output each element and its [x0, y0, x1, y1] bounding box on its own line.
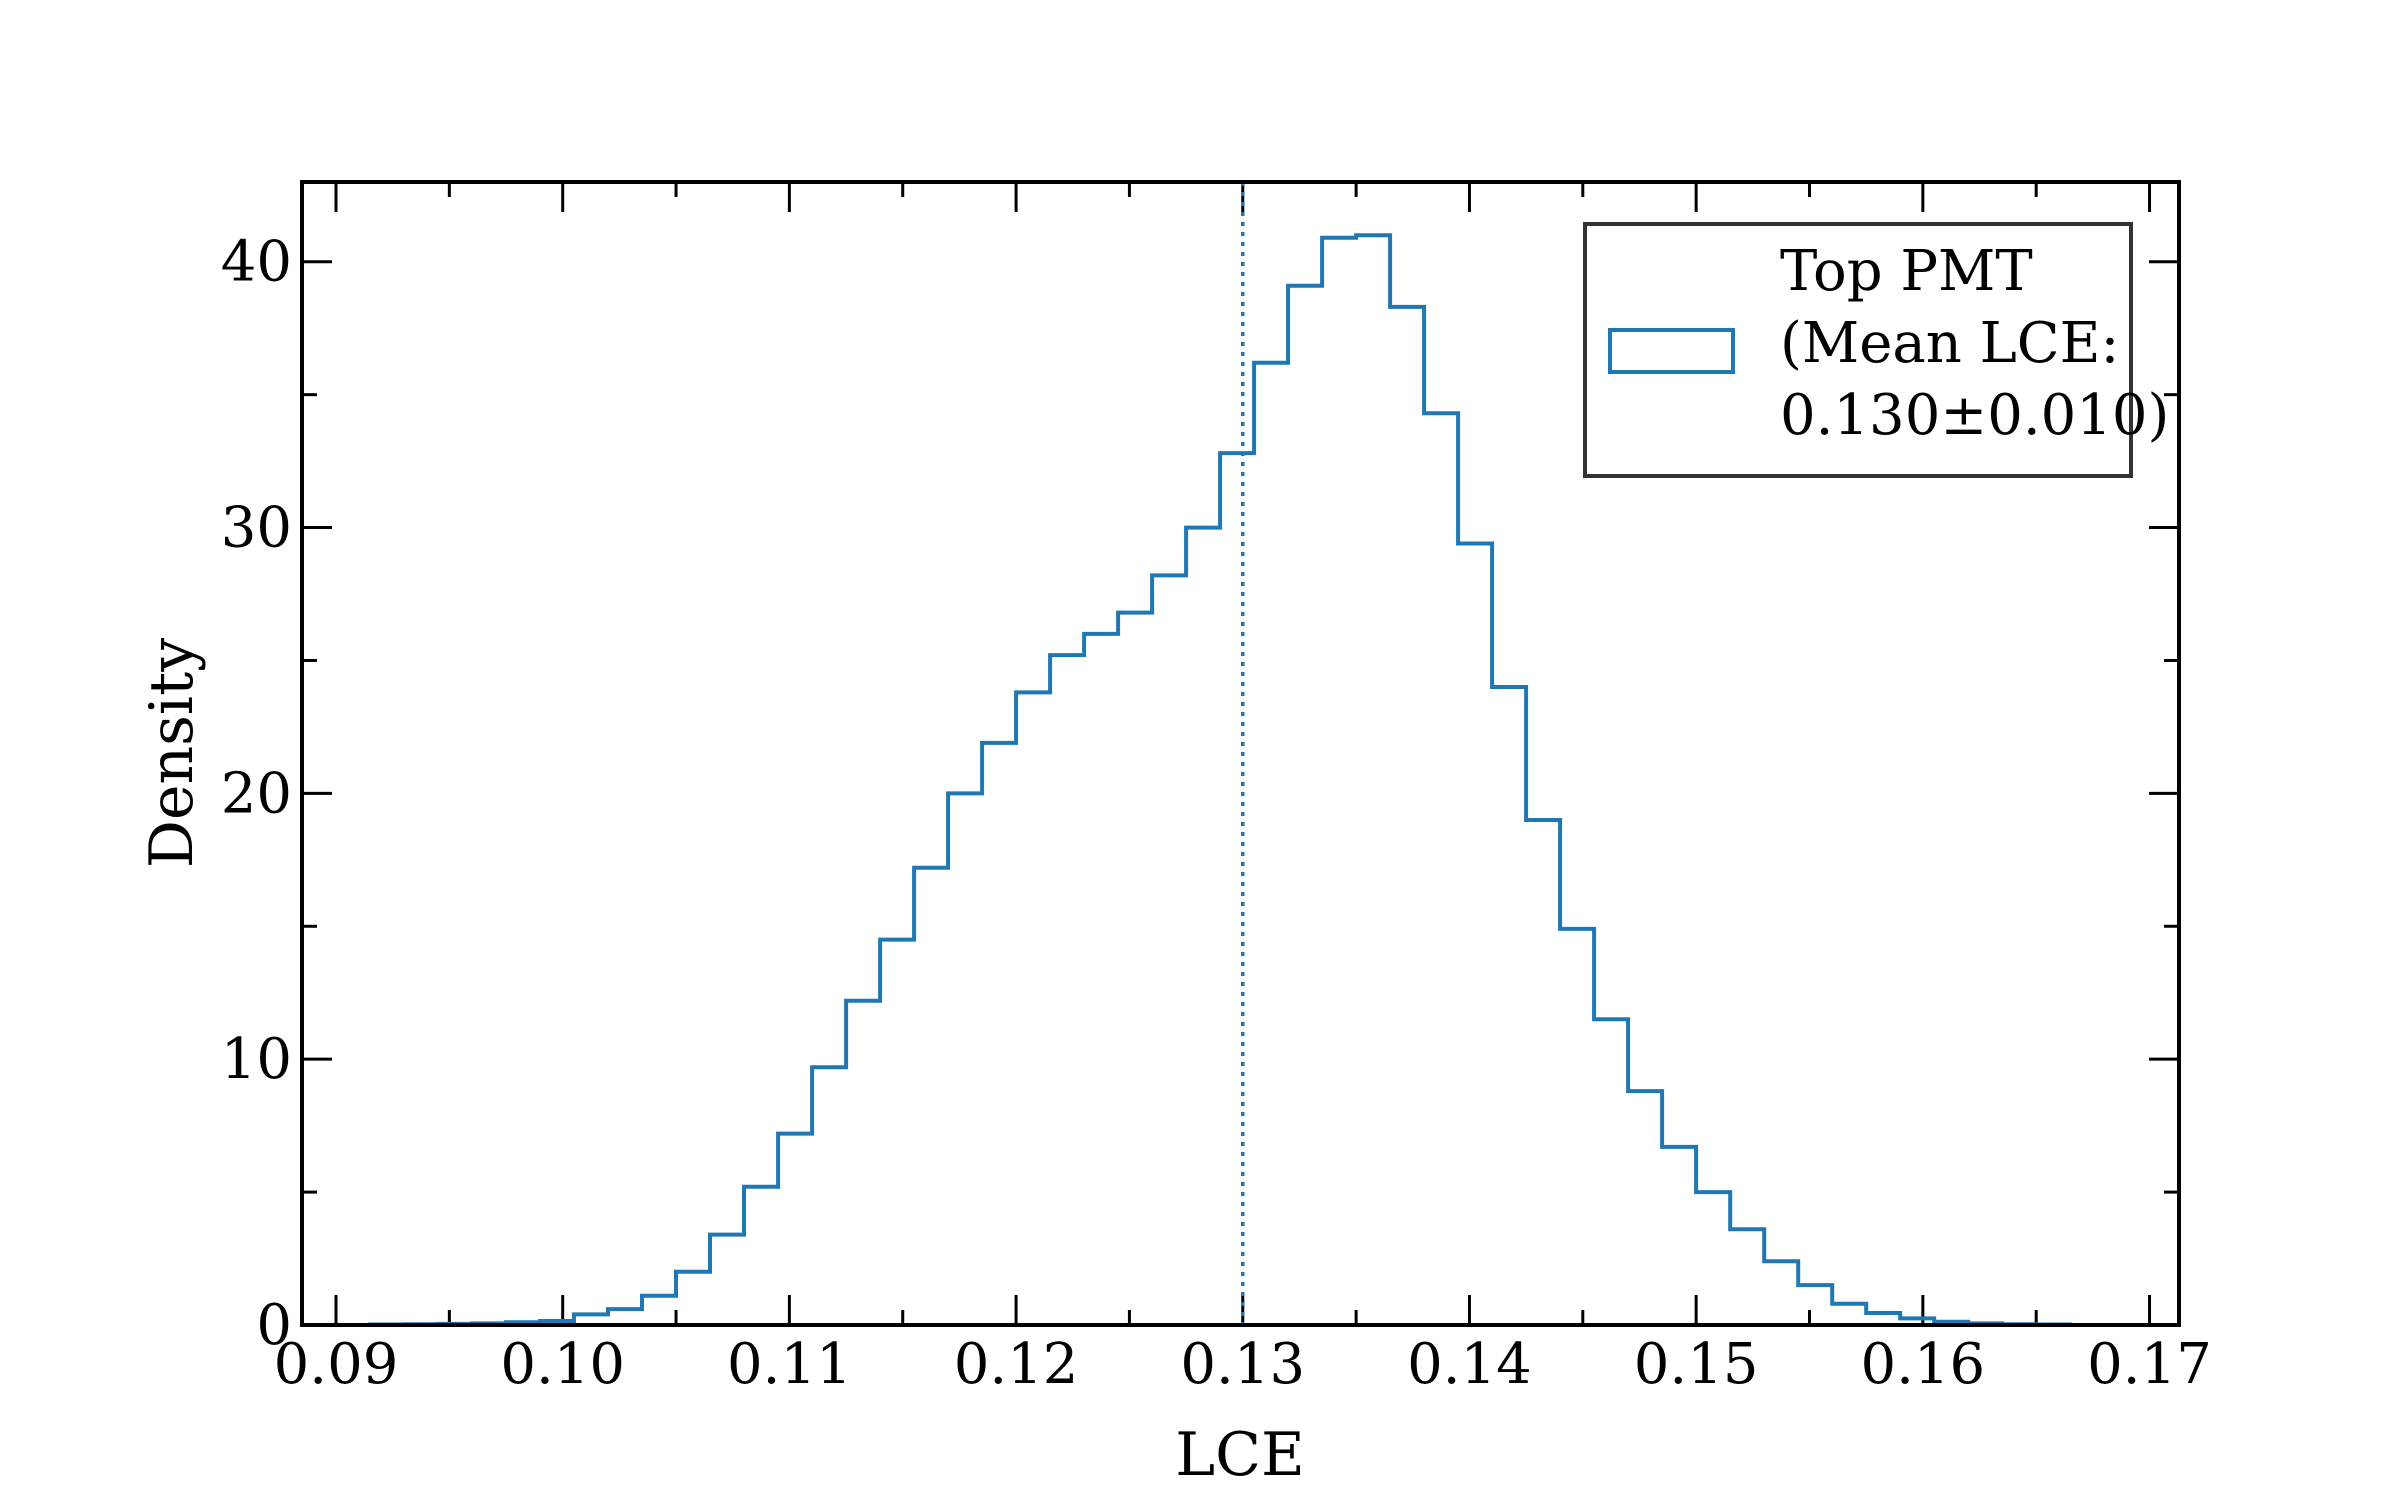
y-tick-label: 30: [221, 496, 292, 561]
legend-line-1: Top PMT: [1780, 239, 2033, 304]
y-tick-label: 20: [221, 761, 292, 826]
x-tick-label: 0.17: [2087, 1332, 2212, 1397]
axis-ticks: [302, 182, 2179, 1327]
x-tick-label: 0.11: [727, 1332, 852, 1397]
x-tick-label: 0.14: [1407, 1332, 1532, 1397]
y-tick-label: 0: [256, 1293, 292, 1358]
legend-swatch: [1608, 328, 1735, 374]
x-tick-label: 0.12: [954, 1332, 1079, 1397]
legend-line-3: 0.130±0.010): [1780, 383, 2169, 448]
x-axis-label: LCE: [1175, 1420, 1305, 1490]
x-tick-label: 0.13: [1180, 1332, 1305, 1397]
x-tick-label: 0.10: [500, 1332, 625, 1397]
x-tick-label: 0.09: [274, 1332, 399, 1397]
y-tick-label: 10: [221, 1027, 292, 1092]
x-tick-label: 0.16: [1860, 1332, 1985, 1397]
y-axis-label: Density: [137, 638, 207, 868]
y-tick-labels: 0 10 20 30 40: [221, 230, 292, 1358]
y-tick-label: 40: [221, 230, 292, 295]
legend-line-2: (Mean LCE:: [1780, 311, 2119, 376]
legend-box: [1583, 222, 2133, 478]
plot-frame: [300, 180, 2181, 1327]
x-tick-labels: 0.09 0.10 0.11 0.12 0.13 0.14 0.15 0.16 0.17: [274, 1332, 2212, 1397]
legend: Top PMT (Mean LCE: 0.130±0.010): [1583, 222, 2169, 478]
histogram-series-top-pmt: [336, 233, 2105, 1327]
x-tick-label: 0.15: [1634, 1332, 1759, 1397]
